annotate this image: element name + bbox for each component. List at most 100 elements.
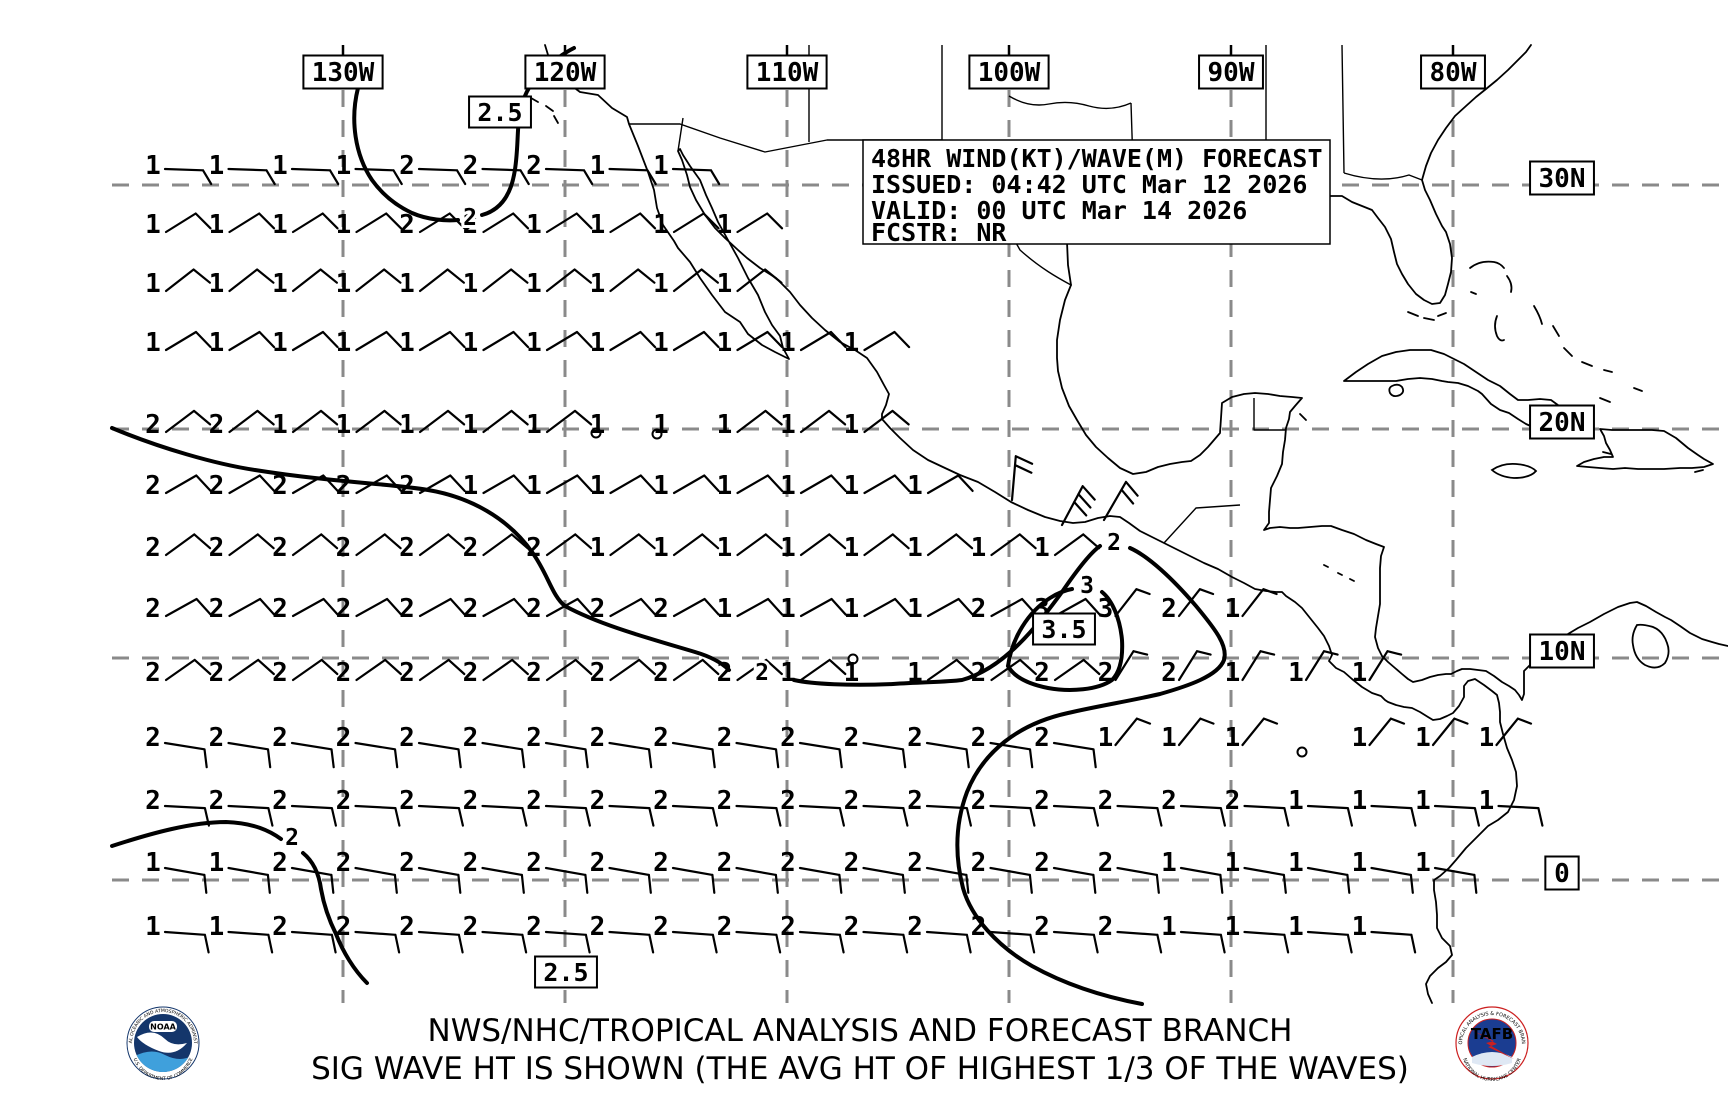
contour-max-label-box [468, 95, 532, 129]
wind-barb-icon [863, 409, 910, 434]
wind-barb-icon [545, 597, 593, 618]
wind-barb-icon [481, 167, 530, 186]
station-wave-height: 2 [272, 533, 288, 563]
wind-barb-icon [863, 474, 911, 495]
wind-barb-icon [926, 597, 974, 618]
station-wave-height: 2 [907, 848, 923, 878]
station-wave-height: 1 [717, 410, 733, 440]
station-wave-height: 2 [1034, 848, 1050, 878]
wind-barb-icon [672, 474, 720, 495]
wind-barb-icon [609, 474, 657, 495]
longitude-label-80W: 80W [1430, 58, 1477, 88]
wind-barb-icon [481, 804, 528, 827]
state-country-borders [629, 44, 1423, 544]
wind-barb-icon [990, 658, 1037, 682]
station-wave-height: 2 [653, 723, 669, 753]
station-wave-height: 2 [590, 912, 606, 942]
station-wave-height: 1 [1415, 848, 1431, 878]
station-wave-height: 2 [653, 658, 669, 688]
station-wave-height: 1 [590, 328, 606, 358]
station-wave-height: 2 [653, 786, 669, 816]
calm-wind-icon [651, 428, 663, 440]
station-wave-height: 1 [1225, 594, 1241, 624]
wind-barb-icon [672, 212, 720, 234]
tafb-logo-text: TAFB [1471, 1025, 1513, 1043]
station-wave-height: 2 [145, 533, 161, 563]
wind-barb-icon [1243, 804, 1290, 827]
station-wave-height: 2 [336, 594, 352, 624]
tafb-logo: TAFB TROPICAL ANALYSIS & FORECAST BRANCH… [1455, 1006, 1529, 1083]
station-wave-height: 1 [590, 471, 606, 501]
wind-barb-icon [1306, 930, 1353, 954]
station-wave-height: 2 [336, 471, 352, 501]
wind-barb-icon [1052, 930, 1099, 954]
wind-barb-icon [671, 866, 716, 894]
wind-barb-icon [291, 533, 339, 557]
station-wave-height: 1 [590, 533, 606, 563]
station-wave-height: 1 [907, 658, 923, 688]
station-wave-height: 1 [780, 658, 796, 688]
station-wave-height: 1 [1225, 723, 1241, 753]
wind-wave-stations: 1 1 1 1 2 2 2 1 1 1 1 1 1 2 2 1 1 1 1 1 1 1 1 1 1 1 1 1 1 1 1 1 1 1 1 1 1 1 1 1… [145, 151, 1544, 954]
wind-barb-icon [291, 474, 339, 495]
wind-barb-icon [1116, 804, 1163, 827]
station-wave-height: 1 [272, 151, 288, 181]
calm-wind-icon [590, 427, 602, 439]
wind-barb-icon [799, 474, 847, 495]
wind-barb-icon [290, 866, 335, 894]
wind-barb-icon [926, 533, 974, 557]
isle-of-youth [1388, 383, 1405, 398]
wind-barb-icon [545, 409, 593, 434]
wind-barb-icon [1053, 658, 1101, 682]
wind-barb-icon [164, 597, 212, 618]
wind-barb-icon [482, 474, 530, 495]
station-wave-height: 1 [1352, 848, 1368, 878]
wind-barb-icon [355, 597, 403, 618]
longitude-label-110W: 110W [756, 58, 819, 88]
longitude-label-100W: 100W [978, 58, 1041, 88]
wind-barb-icon [355, 330, 403, 352]
wind-barb-icon [672, 268, 719, 293]
wind-barb-icon [482, 330, 530, 352]
wind-barb-icon [1102, 480, 1139, 522]
latlon-grid [112, 45, 1728, 1003]
station-wave-height: 1 [780, 471, 796, 501]
station-wave-height: 1 [145, 210, 161, 240]
longitude-label-120W-box [524, 54, 606, 90]
contour-labels: 2 2 3 2 2 2.5 3.5 2.5 [282, 95, 1124, 989]
station-wave-height: 1 [653, 210, 669, 240]
wind-barb-icon [481, 930, 528, 954]
wind-barb-icon [1177, 650, 1212, 682]
station-wave-height: 1 [1479, 786, 1495, 816]
socal-channel-islands [530, 97, 559, 124]
station-wave-height: 2 [209, 410, 225, 440]
station-wave-height: 2 [526, 533, 542, 563]
station-wave-height: 1 [272, 210, 288, 240]
station-wave-height: 2 [590, 848, 606, 878]
wind-barb-icon [1060, 485, 1096, 527]
station-wave-height: 2 [399, 594, 415, 624]
station-wave-height: 1 [717, 533, 733, 563]
wind-barb-icon [418, 533, 466, 557]
latitude-label-30N-box [1529, 160, 1595, 196]
wind-barb-icon [608, 741, 653, 769]
wind-barb-icon [291, 212, 339, 234]
wind-barb-icon [481, 741, 526, 769]
station-wave-height: 2 [145, 471, 161, 501]
wind-barb-icon [482, 533, 529, 557]
station-wave-height: 1 [399, 328, 415, 358]
wind-barb-icon [1052, 804, 1099, 827]
station-wave-height: 1 [526, 410, 542, 440]
contour-3m-closed [1006, 587, 1125, 692]
station-wave-height: 1 [1225, 912, 1241, 942]
wind-barb-icon [609, 658, 656, 682]
station-wave-height: 1 [780, 533, 796, 563]
wind-barb-icon [544, 930, 591, 954]
latitude-label-20N: 20N [1539, 408, 1586, 438]
contour-value-label: 3 [1080, 573, 1094, 599]
noaa-seagull-icon [137, 1032, 187, 1053]
wind-barb-icon [989, 930, 1036, 954]
station-wave-height: 1 [272, 328, 288, 358]
contour-max-label: 2.5 [543, 958, 588, 987]
wind-barb-icon [1495, 717, 1533, 747]
